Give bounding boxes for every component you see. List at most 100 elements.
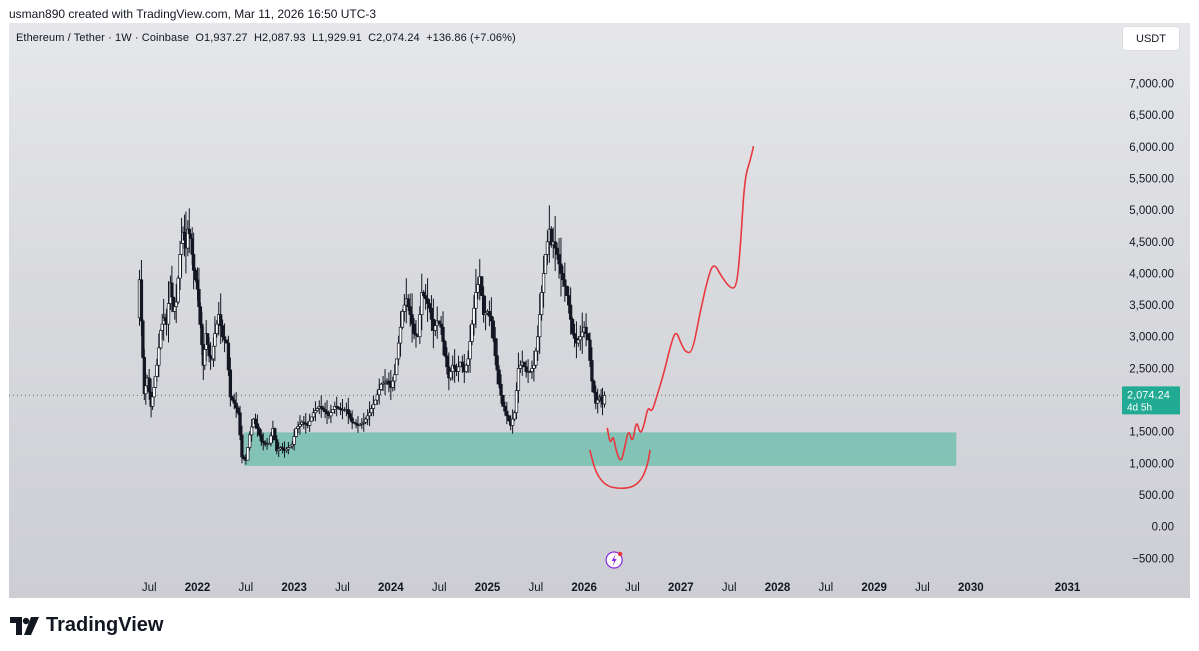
price-chart[interactable]: 7,000.00 6,500.00 6,000.00 5,500.00 5,000.00… [9, 23, 1190, 598]
x-tick-label: 2024 [378, 582, 404, 594]
candle-body [510, 418, 515, 426]
candle-body [393, 374, 397, 382]
candle-body [425, 298, 430, 304]
candle-body [391, 380, 395, 388]
brand-name: TradingView [46, 614, 164, 636]
candle-body [383, 381, 387, 384]
candle-body [381, 382, 385, 385]
x-tick-label: 2027 [668, 582, 694, 594]
candle-body [466, 358, 470, 366]
candle-body [257, 428, 262, 436]
y-tick-label: 1,000.00 [1129, 458, 1174, 470]
currency-button[interactable]: USDT [1123, 27, 1179, 50]
candle-body [483, 312, 488, 315]
candle-body [331, 409, 335, 414]
candle-body [360, 422, 364, 425]
x-tick-label: Jul [238, 582, 253, 594]
candle-body [352, 421, 356, 424]
candle-body [321, 407, 325, 410]
candle-body [476, 284, 480, 293]
candle-body [588, 339, 592, 361]
candle-body [503, 406, 507, 412]
candle-body [512, 412, 517, 420]
candle-body [280, 447, 285, 450]
candle-body [406, 298, 410, 308]
candle-body [213, 333, 217, 347]
ohlc-low: L1,929.91 [311, 32, 362, 44]
candle-body [191, 254, 196, 271]
lightning-icon [611, 554, 617, 566]
candle-body [325, 411, 329, 415]
candle-body [439, 323, 443, 328]
candle-body [197, 288, 201, 308]
x-tick-label: 2029 [861, 582, 887, 594]
candle-body [549, 228, 553, 246]
candle-body [246, 447, 250, 461]
projection-drawing [606, 146, 755, 461]
candle-body [474, 292, 478, 309]
candle-body [248, 434, 252, 448]
x-tick-label: 2026 [571, 582, 597, 594]
candle-body [596, 399, 600, 404]
candle-body [578, 336, 582, 341]
candle-body [174, 301, 178, 308]
candle-body [249, 426, 254, 436]
candle-body [290, 444, 294, 447]
candle-body [211, 345, 216, 360]
candle-body [261, 440, 265, 444]
candle-body [530, 368, 534, 372]
candle-body [219, 314, 223, 327]
candle-body [200, 323, 204, 346]
candle-body [166, 303, 171, 325]
y-tick-label: 2,500.00 [1129, 363, 1174, 375]
candle-body [207, 344, 211, 357]
y-tick-label: 4,500.00 [1129, 237, 1174, 249]
candle-body [195, 279, 200, 290]
candle-body [215, 323, 219, 334]
candle-body [294, 428, 298, 437]
candle-body [170, 282, 174, 298]
candle-body [189, 233, 193, 239]
candle-body [319, 406, 323, 409]
last-price-value: 2,074.24 [1127, 389, 1170, 401]
candle-body [499, 383, 503, 396]
x-tick-label: Jul [335, 582, 350, 594]
candle-body [234, 402, 238, 409]
candle-body [224, 339, 229, 344]
candle-body [152, 387, 156, 398]
candle-body [505, 410, 509, 417]
candle-body [373, 399, 378, 405]
candle-body [187, 228, 191, 235]
x-tick-label: Jul [818, 582, 833, 594]
candle-body [586, 333, 590, 341]
candle-body [491, 320, 495, 339]
candle-body [559, 263, 563, 274]
candle-body [329, 412, 333, 417]
candle-body [284, 448, 289, 452]
candle-body [460, 361, 465, 368]
candle-body [431, 318, 436, 331]
candle-body [259, 434, 263, 442]
candle-body [298, 423, 302, 427]
bar-countdown: 4d 5h [1127, 402, 1152, 413]
candle-body [396, 342, 401, 360]
candle-body [296, 426, 300, 429]
candle-body [594, 391, 598, 404]
candle-body [561, 273, 565, 281]
candle-body [590, 360, 594, 382]
symbol-name: Ethereum / Tether · 1W · Coinbase [16, 32, 190, 44]
candle-body [139, 279, 144, 322]
y-tick-label: 3,500.00 [1129, 300, 1174, 312]
candle-body [567, 295, 571, 306]
candle-body [470, 323, 474, 342]
candle-body [555, 247, 559, 255]
candle-body [173, 306, 177, 312]
candle-body [163, 317, 167, 322]
candle-body [414, 333, 418, 336]
candle-body [176, 277, 180, 303]
candle-body [232, 399, 236, 404]
chart-pane[interactable]: 7,000.00 6,500.00 6,000.00 5,500.00 5,000.00… [9, 23, 1190, 598]
candle-body [536, 336, 540, 352]
candle-body [441, 326, 445, 342]
candle-body [532, 364, 536, 369]
